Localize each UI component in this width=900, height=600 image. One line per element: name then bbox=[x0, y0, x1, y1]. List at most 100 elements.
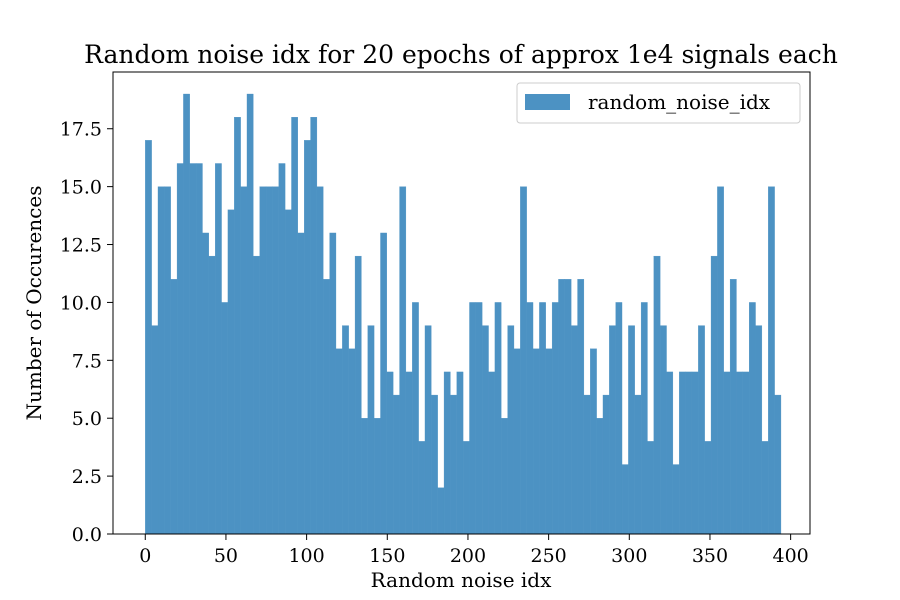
histogram-bar bbox=[342, 325, 349, 535]
histogram-bar bbox=[456, 371, 464, 535]
legend: random_noise_idx bbox=[516, 82, 801, 124]
histogram-bar bbox=[609, 325, 616, 535]
histogram-bar bbox=[698, 325, 705, 535]
x-tick-label: 150 bbox=[369, 545, 405, 567]
histogram-bar bbox=[653, 255, 661, 535]
histogram-bar bbox=[443, 371, 451, 535]
histogram-bar bbox=[240, 186, 248, 535]
histogram-bar bbox=[621, 464, 629, 535]
y-tick-label: 10.0 bbox=[60, 292, 102, 314]
histogram-bar bbox=[742, 371, 750, 535]
histogram-bar bbox=[202, 232, 209, 535]
y-tick-label: 15.0 bbox=[60, 177, 102, 199]
x-tick-label: 0 bbox=[139, 545, 151, 567]
histogram-bar bbox=[571, 325, 578, 535]
histogram-bar bbox=[361, 418, 368, 535]
y-tick-label: 0.0 bbox=[72, 524, 102, 546]
legend-box bbox=[516, 82, 801, 124]
y-tick-label: 17.5 bbox=[60, 119, 102, 141]
histogram-bar bbox=[723, 371, 731, 535]
histogram-bar bbox=[710, 255, 718, 535]
histogram-bar bbox=[615, 302, 623, 535]
histogram-bar bbox=[672, 464, 680, 535]
x-axis-label: Random noise idx bbox=[371, 568, 552, 592]
histogram-bar bbox=[399, 186, 407, 535]
histogram-bar bbox=[304, 140, 311, 535]
histogram-bar bbox=[462, 441, 470, 535]
histogram-bar bbox=[482, 325, 489, 535]
x-tick-label: 400 bbox=[773, 545, 809, 567]
histogram-bar bbox=[513, 348, 521, 535]
histogram-bar bbox=[418, 441, 426, 535]
histogram-bar bbox=[475, 302, 483, 535]
histogram-bar bbox=[729, 279, 737, 535]
histogram-bar bbox=[265, 186, 273, 535]
histogram-bar bbox=[310, 117, 318, 535]
histogram-bar bbox=[335, 348, 343, 535]
histogram-bar bbox=[405, 371, 413, 535]
histogram-bar bbox=[157, 186, 165, 535]
histogram-bar bbox=[564, 279, 572, 535]
histogram-bar bbox=[679, 371, 686, 535]
x-tick-label: 100 bbox=[288, 545, 324, 567]
histogram-bar bbox=[526, 302, 534, 535]
histogram-bar bbox=[170, 279, 178, 535]
histogram-bar bbox=[634, 394, 642, 535]
histogram-bar bbox=[501, 418, 508, 535]
histogram-bar bbox=[666, 371, 674, 535]
histogram-bar bbox=[717, 186, 724, 535]
y-tick-label: 5.0 bbox=[72, 408, 102, 430]
histogram-bar bbox=[246, 93, 254, 535]
x-tick-label: 50 bbox=[214, 545, 238, 567]
histogram-bar bbox=[354, 255, 362, 535]
histogram-bar bbox=[494, 302, 502, 535]
histogram-bar bbox=[195, 163, 203, 535]
histogram-bar bbox=[253, 255, 260, 535]
y-tick-label: 7.5 bbox=[72, 350, 102, 372]
histogram-bar bbox=[488, 371, 496, 535]
histogram-bar bbox=[545, 348, 553, 535]
histogram-bar bbox=[329, 232, 337, 535]
histogram-bar bbox=[380, 232, 387, 535]
histogram-bar bbox=[291, 117, 298, 535]
histogram-bar bbox=[386, 371, 394, 535]
histogram-bar bbox=[234, 117, 241, 535]
histogram-bar bbox=[640, 302, 648, 535]
histogram-bar bbox=[469, 302, 476, 535]
histogram-bar bbox=[272, 186, 279, 535]
histogram-bars bbox=[145, 93, 782, 535]
chart-title: Random noise idx for 20 epochs of approx… bbox=[84, 40, 838, 69]
plot-frame bbox=[112, 71, 811, 535]
histogram-bar bbox=[348, 348, 356, 535]
histogram-bar bbox=[367, 325, 375, 535]
histogram-bar bbox=[755, 325, 763, 535]
histogram-bar bbox=[227, 209, 235, 535]
histogram-bar bbox=[628, 325, 635, 535]
y-axis-label: Number of Occurences bbox=[22, 186, 46, 421]
histogram-bar bbox=[660, 325, 667, 535]
histogram-bar bbox=[189, 163, 197, 535]
histogram-bar bbox=[685, 371, 693, 535]
legend-label: random_noise_idx bbox=[588, 90, 771, 114]
histogram-bar bbox=[215, 163, 222, 535]
y-tick-label: 12.5 bbox=[60, 235, 102, 257]
histogram-bar bbox=[768, 186, 775, 535]
histogram-bar bbox=[176, 163, 184, 535]
histogram-bar bbox=[323, 279, 330, 535]
y-tick-label: 2.5 bbox=[72, 466, 102, 488]
histogram-bar bbox=[583, 394, 591, 535]
histogram-bar bbox=[221, 302, 229, 535]
histogram-bar bbox=[145, 140, 152, 535]
histogram-bar bbox=[774, 394, 782, 535]
histogram-bar bbox=[749, 302, 756, 535]
y-axis-ticks: 0.0 2.5 5.0 7.5 10.0 12.5 15.0 17.5 bbox=[60, 119, 113, 546]
histogram-bar bbox=[704, 441, 712, 535]
histogram-bar bbox=[284, 209, 292, 535]
histogram-bar bbox=[259, 186, 267, 535]
histogram-bar bbox=[577, 279, 585, 535]
histogram-bar bbox=[736, 371, 743, 535]
histogram-bar bbox=[558, 279, 565, 535]
legend-swatch bbox=[525, 94, 570, 110]
histogram-bar bbox=[551, 302, 559, 535]
histogram-bar bbox=[532, 348, 540, 535]
